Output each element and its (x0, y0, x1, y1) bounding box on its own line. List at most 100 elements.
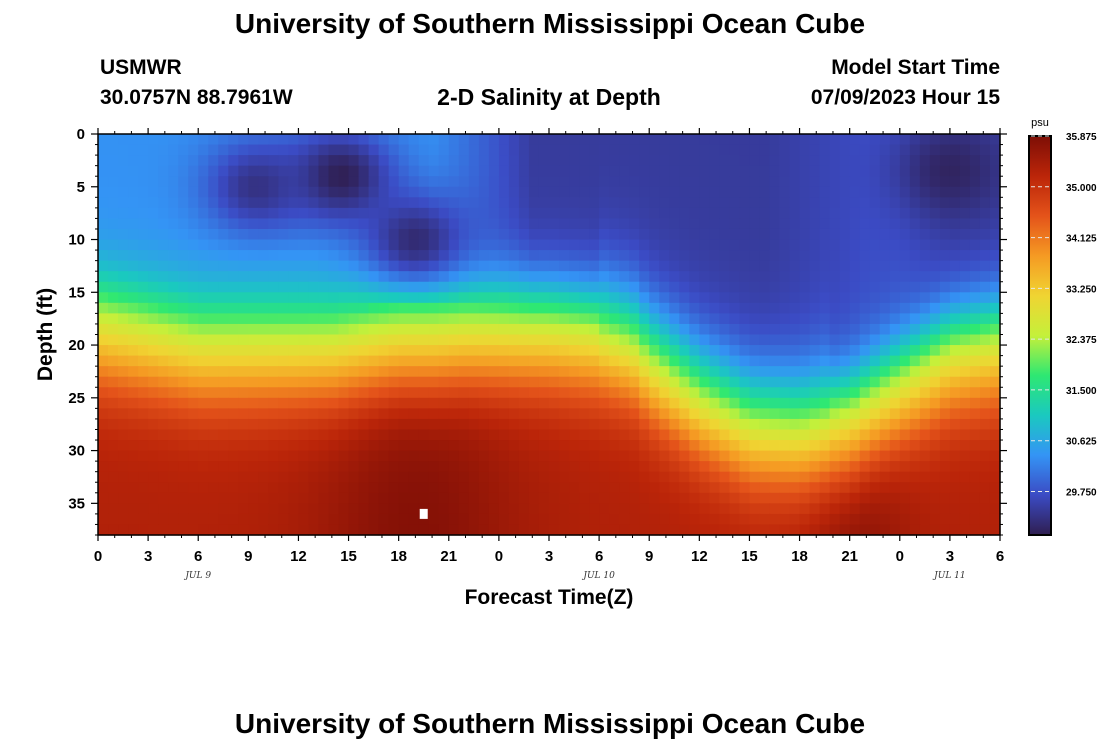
heatmap-cell (959, 239, 971, 251)
heatmap-cell (679, 302, 690, 314)
heatmap-cell (478, 471, 490, 483)
heatmap-cell (859, 513, 871, 526)
heatmap-cell (679, 186, 690, 198)
heatmap-cell (358, 302, 370, 314)
heatmap-cell (939, 387, 951, 399)
heatmap-cell (408, 302, 420, 314)
heatmap-cell (879, 207, 891, 220)
heatmap-cell (178, 260, 189, 272)
heatmap-cell (378, 408, 390, 420)
heatmap-cell (929, 165, 941, 177)
heatmap-cell (348, 155, 360, 167)
heatmap-cell (959, 471, 971, 483)
heatmap-cell (98, 144, 109, 156)
heatmap-cell (148, 387, 159, 399)
heatmap-cell (639, 524, 650, 536)
heatmap-cell (769, 503, 781, 515)
heatmap-cell (629, 197, 640, 209)
heatmap-cell (118, 155, 129, 167)
heatmap-cell (799, 250, 811, 262)
heatmap-cell (919, 144, 931, 156)
heatmap-cell (759, 239, 771, 251)
heatmap-cell (298, 239, 310, 251)
heatmap-cell (669, 482, 680, 494)
heatmap-cell (308, 155, 320, 167)
heatmap-cell (639, 176, 650, 188)
heatmap-cell (719, 323, 730, 336)
heatmap-cell (278, 408, 290, 420)
heatmap-cell (478, 228, 490, 241)
heatmap-cell (178, 524, 189, 536)
heatmap-cell (448, 418, 460, 431)
heatmap-cell (769, 260, 781, 272)
heatmap-cell (418, 186, 430, 198)
heatmap-cell (619, 313, 630, 325)
heatmap-cell (889, 281, 901, 293)
heatmap-cell (508, 450, 520, 462)
heatmap-cell (248, 355, 259, 367)
heatmap-cell (428, 155, 440, 167)
heatmap-cell (709, 429, 720, 441)
heatmap-cell (428, 418, 440, 431)
heatmap-cell (859, 366, 871, 378)
heatmap-cell (198, 397, 209, 409)
heatmap-cell (328, 218, 340, 230)
heatmap-cell (408, 418, 420, 431)
heatmap-cell (138, 461, 149, 473)
heatmap-cell (498, 429, 510, 441)
heatmap-cell (158, 440, 169, 452)
heatmap-cell (829, 355, 841, 367)
heatmap-cell (639, 302, 650, 314)
heatmap-cell (238, 197, 249, 209)
heatmap-cell (308, 345, 320, 357)
heatmap-cell (108, 239, 119, 251)
heatmap-cell (138, 471, 149, 483)
heatmap-cell (669, 134, 680, 146)
heatmap-cell (849, 239, 861, 251)
heatmap-cell (649, 387, 660, 399)
heatmap-cell (769, 155, 781, 167)
heatmap-cell (659, 239, 670, 251)
heatmap-cell (599, 176, 610, 188)
heatmap-cell (679, 366, 690, 378)
heatmap-cell (328, 176, 340, 188)
heatmap-cell (919, 239, 931, 251)
heatmap-cell (438, 471, 450, 483)
heatmap-cell (979, 218, 991, 230)
heatmap-cell (839, 197, 851, 209)
heatmap-cell (989, 492, 1001, 504)
x-date-label: JUL 9 (183, 571, 211, 581)
heatmap-cell (168, 144, 179, 156)
heatmap-cell (859, 450, 871, 462)
heatmap-cell (258, 440, 269, 452)
heatmap-cell (528, 260, 540, 272)
heatmap-cell (108, 144, 119, 156)
heatmap-cell (458, 271, 470, 283)
heatmap-cell (418, 471, 430, 483)
heatmap-cell (979, 134, 991, 146)
heatmap-cell (218, 524, 229, 536)
heatmap-cell (198, 345, 209, 357)
heatmap-cell (418, 197, 430, 209)
heatmap-cell (108, 250, 119, 262)
heatmap-cell (178, 440, 189, 452)
heatmap-cell (659, 250, 670, 262)
heatmap-cell (378, 207, 390, 220)
heatmap-cell (549, 292, 560, 304)
heatmap-cell (779, 482, 791, 494)
heatmap-cell (178, 461, 189, 473)
heatmap-cell (468, 513, 480, 526)
heatmap-cell (619, 524, 630, 536)
heatmap-cell (779, 450, 791, 462)
heatmap-cell (979, 302, 991, 314)
heatmap-cell (579, 482, 590, 494)
heatmap-cell (879, 176, 891, 188)
heatmap-cell (579, 376, 590, 388)
heatmap-cell (639, 155, 650, 167)
heatmap-cell (679, 134, 690, 146)
heatmap-cell (759, 397, 771, 409)
heatmap-cell (388, 155, 400, 167)
heatmap-cell (328, 281, 340, 293)
heatmap-cell (839, 503, 851, 515)
heatmap-cell (809, 334, 821, 346)
